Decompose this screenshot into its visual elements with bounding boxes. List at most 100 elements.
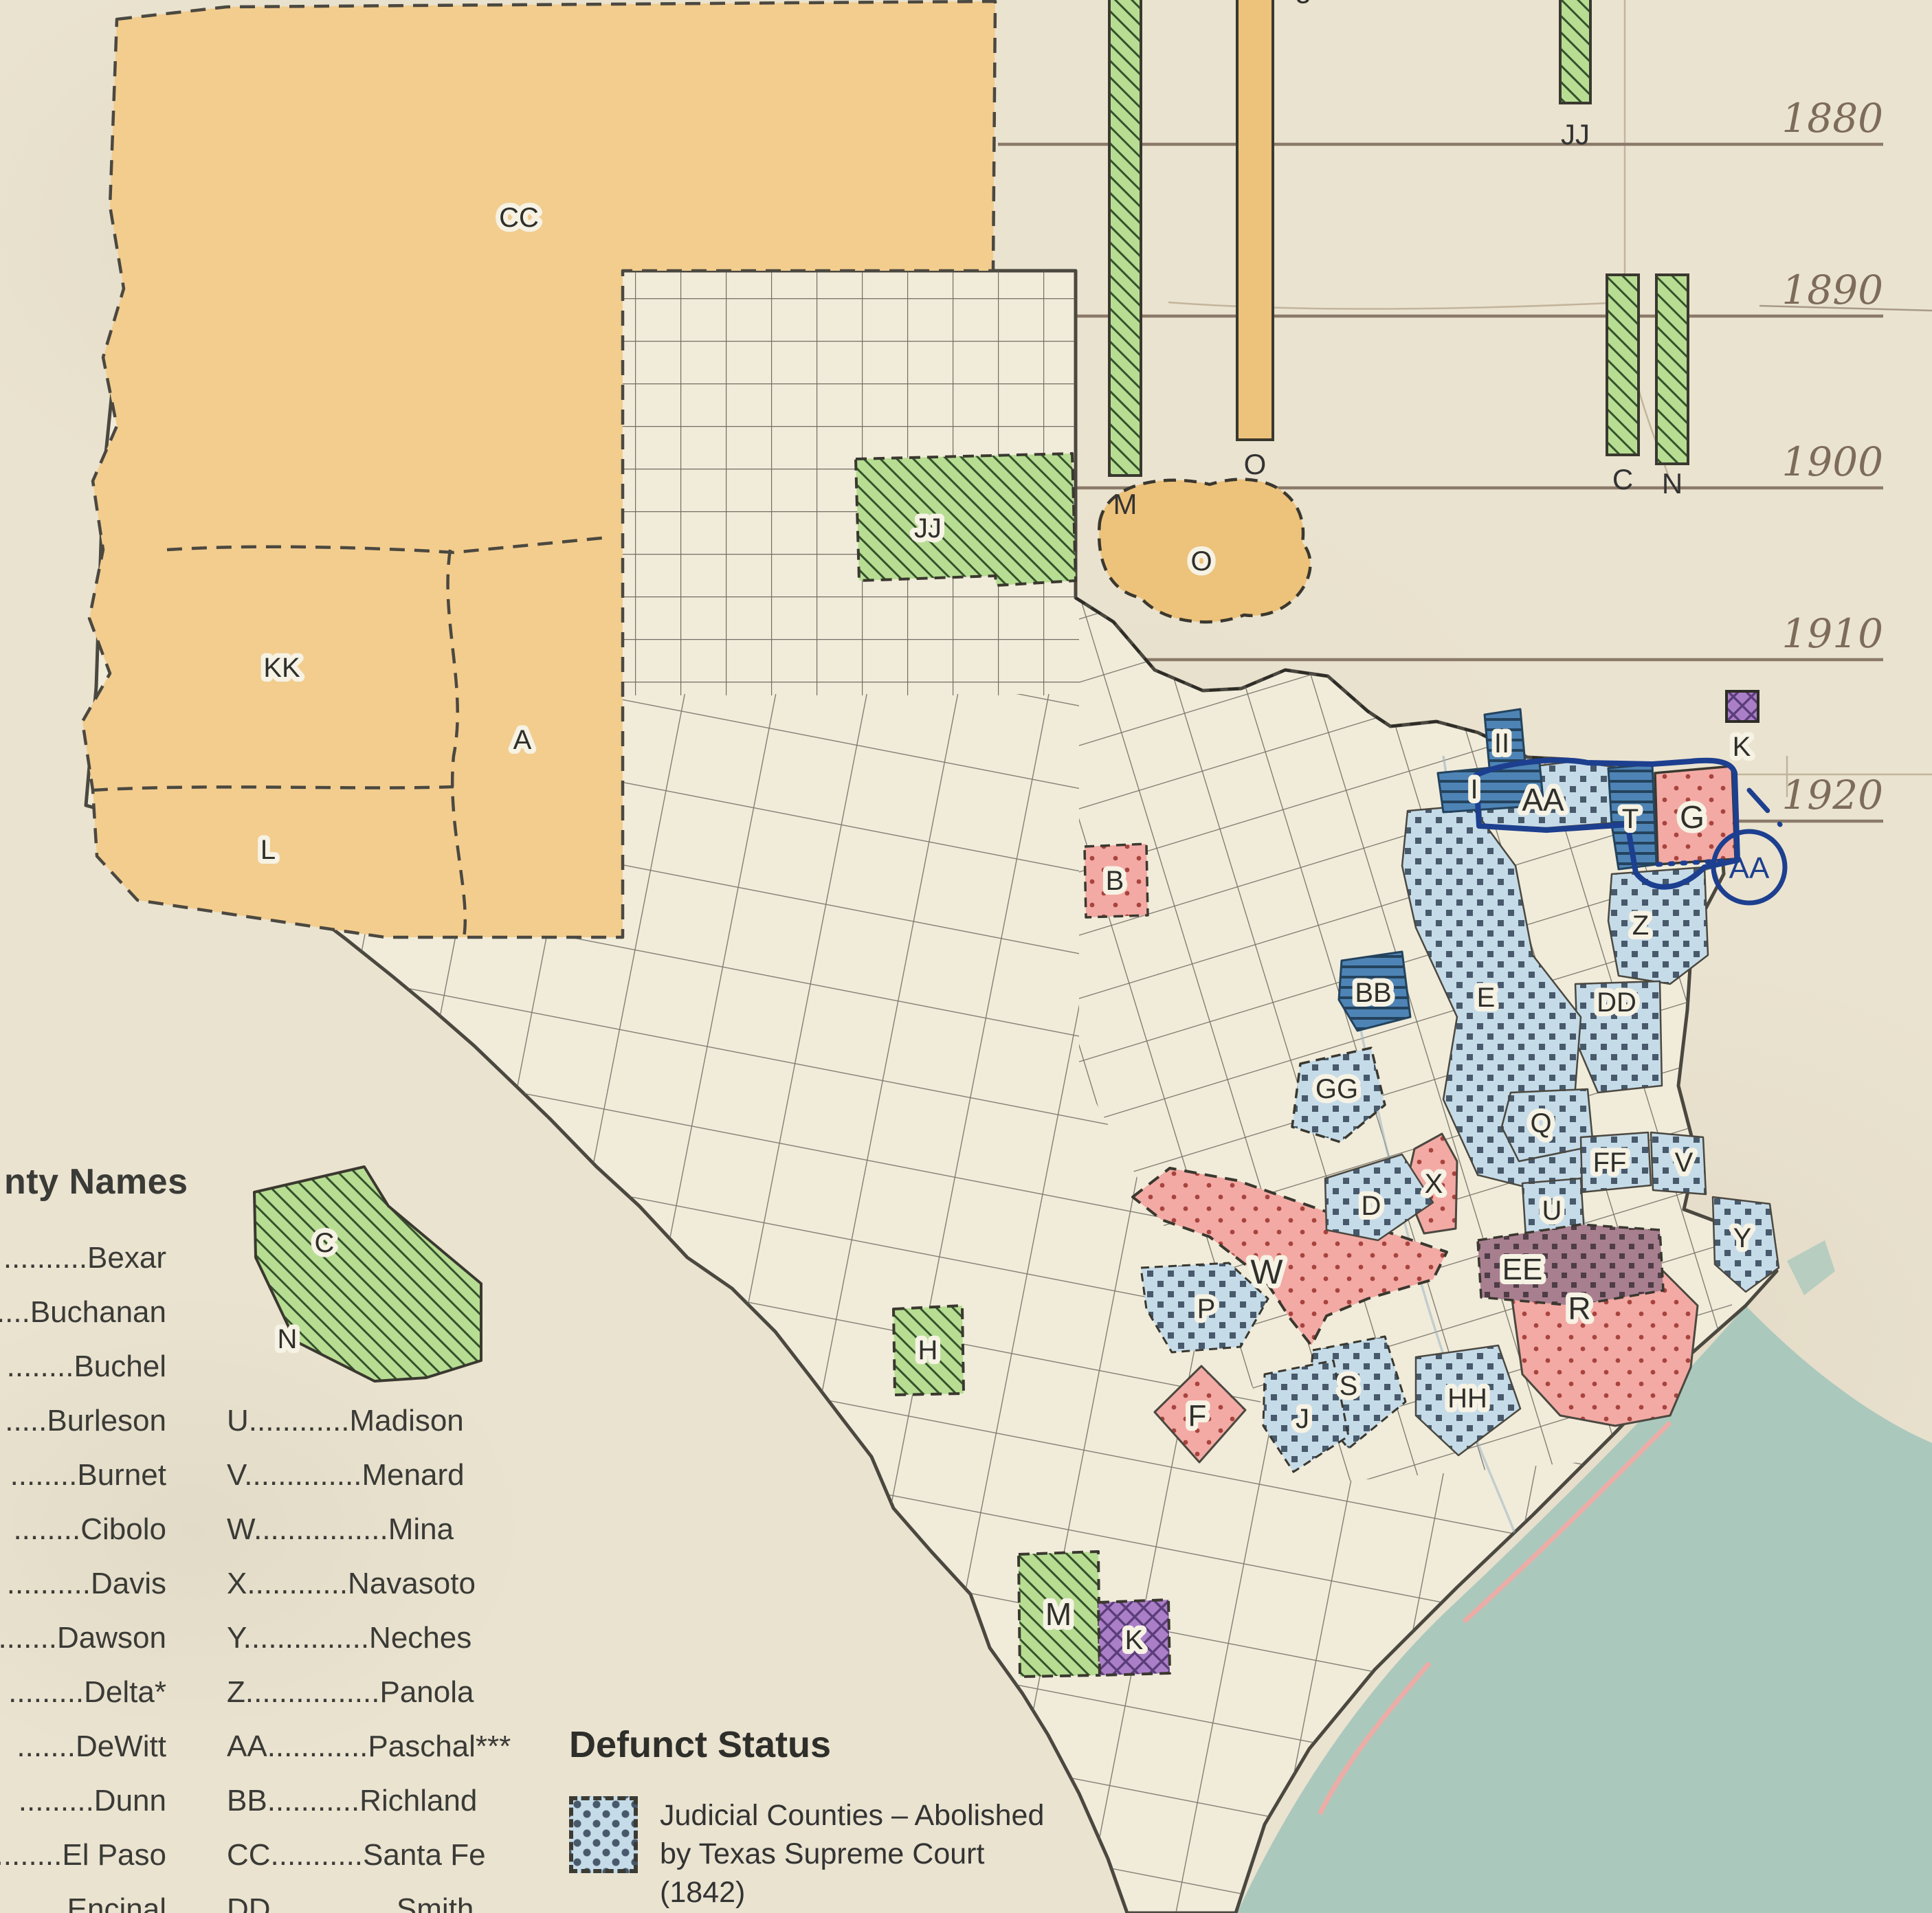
list-item: ........Buchel <box>0 1350 172 1404</box>
label-ee: EE <box>1502 1253 1543 1286</box>
county-region-b <box>1083 842 1149 919</box>
label-a: A <box>513 725 532 755</box>
defunct-status-legend: Defunct Status Judicial Counties – Aboli… <box>569 1723 1091 1913</box>
list-item-label: ........Cibolo <box>13 1512 166 1546</box>
list-item-label: ..........Davis <box>6 1567 166 1600</box>
bar-jj <box>1559 0 1592 104</box>
label-k-timeline: K <box>1733 732 1751 762</box>
label-e: E <box>1477 983 1496 1013</box>
county-region-j <box>1262 1359 1350 1473</box>
legend-item-label: Judicial Counties – Abolished by Texas S… <box>660 1799 1045 1909</box>
county-names-column-2: U............Madison V..............Mena… <box>227 1404 550 1913</box>
list-item: ........Cibolo <box>0 1512 172 1567</box>
map-letter-labels: CC KK A L JJ O B II I AA T G Z E DD BB G… <box>256 198 1756 1660</box>
label-j: J <box>1296 1404 1309 1434</box>
year-label-1900: 1900 <box>1781 438 1883 485</box>
county-region-y <box>1711 1196 1780 1293</box>
list-item: .........Delta* <box>0 1675 172 1730</box>
label-k: K <box>1125 1625 1144 1655</box>
county-region-ff <box>1579 1131 1652 1194</box>
county-region-bb <box>1337 950 1412 1032</box>
list-item: W................Mina <box>227 1512 454 1546</box>
list-item-label: ........Buchel <box>6 1350 166 1383</box>
county-region-f <box>1153 1365 1247 1464</box>
gulf-of-mexico-water <box>1237 1306 1932 1913</box>
bar-label-c: C <box>1612 463 1633 495</box>
label-v: V <box>1675 1148 1694 1178</box>
bar-label-o: O <box>1244 448 1267 480</box>
county-region-hh <box>1414 1344 1522 1457</box>
bar-label-jj: JJ <box>1561 118 1590 150</box>
list-item: ........El Paso <box>0 1838 172 1892</box>
label-x: X <box>1425 1169 1443 1199</box>
list-item: ........Burnet <box>0 1458 172 1512</box>
timeline-bars <box>1108 0 1689 477</box>
legend-item-judicial: Judicial Counties – Abolished by Texas S… <box>569 1796 1091 1912</box>
county-region-c-n <box>253 1165 482 1383</box>
list-item-label: ....Buchanan <box>0 1295 166 1329</box>
label-q: Q <box>1530 1108 1551 1139</box>
county-names-title: nty Names <box>4 1162 188 1202</box>
coastal-wetland <box>1787 1240 1835 1295</box>
label-z: Z <box>1632 910 1649 941</box>
list-item: V..............Menard <box>227 1458 465 1492</box>
year-label-1920: 1920 <box>1781 772 1883 818</box>
list-item: .........Dunn <box>0 1784 172 1838</box>
border-kk-l <box>92 785 454 792</box>
label-b: B <box>1106 866 1124 896</box>
label-hh: HH <box>1447 1383 1487 1413</box>
label-dd: DD <box>1597 987 1636 1018</box>
list-item: Y...............Neches <box>227 1621 472 1655</box>
region-santa-fe-claim <box>80 0 997 939</box>
list-item: X............Navasoto <box>227 1567 476 1600</box>
county-region-w <box>1131 1167 1448 1347</box>
timeline-k-swatch <box>1725 690 1759 723</box>
border-cc-kk <box>166 536 603 555</box>
list-item-label: .........Dunn <box>18 1784 166 1817</box>
g-dashed-bottom <box>1655 858 1736 867</box>
year-label-1910: 1910 <box>1781 610 1883 657</box>
bar-c <box>1606 273 1640 456</box>
list-item: CC...........Santa Fe <box>227 1838 486 1872</box>
list-item: ....Buchanan <box>0 1295 172 1350</box>
label-o: O <box>1190 546 1212 577</box>
county-region-v <box>1650 1131 1707 1196</box>
label-gg: GG <box>1315 1074 1358 1104</box>
list-item: DD...............Smith <box>227 1892 474 1913</box>
bar-n <box>1655 273 1689 465</box>
list-item-label: .....Burleson <box>5 1404 166 1437</box>
list-item: ..........Bexar <box>0 1241 172 1295</box>
label-r: R <box>1568 1290 1590 1326</box>
label-m: M <box>1045 1596 1072 1632</box>
list-item-label: ........El Paso <box>0 1838 166 1872</box>
label-d: D <box>1362 1191 1381 1221</box>
label-s: S <box>1340 1371 1358 1401</box>
year-label-1880: 1880 <box>1781 95 1883 142</box>
label-ff: FF <box>1593 1148 1627 1178</box>
defunct-status-title: Defunct Status <box>569 1724 832 1765</box>
list-item-label: .........Delta* <box>8 1675 166 1709</box>
label-l: L <box>260 835 276 865</box>
bar-label-m: M <box>1113 488 1137 520</box>
county-region-p <box>1140 1262 1269 1354</box>
timeline-bar-labels: M O JJ C N <box>1113 118 1683 520</box>
county-region-h <box>892 1304 965 1396</box>
county-region-gg <box>1291 1047 1386 1143</box>
bar-m <box>1108 0 1142 477</box>
list-item: AA............Paschal*** <box>227 1730 511 1763</box>
bar-o <box>1236 0 1274 441</box>
year-label-1890: 1890 <box>1781 267 1883 313</box>
list-item: BB...........Richland <box>227 1784 478 1817</box>
label-aa-circle: AA <box>1729 851 1770 885</box>
list-item: .......Dawson <box>0 1621 172 1675</box>
cropped-title-fragment: g <box>1295 0 1311 4</box>
label-aa: AA <box>1522 782 1564 818</box>
list-item: ..........Davis <box>0 1567 172 1621</box>
label-f: F <box>1188 1399 1207 1433</box>
border-a-west <box>446 549 467 938</box>
label-n: N <box>278 1324 298 1354</box>
label-bb: BB <box>1355 978 1391 1008</box>
county-names-panel: nty Names ..........Bexar ....Buchanan .… <box>0 1161 564 1913</box>
